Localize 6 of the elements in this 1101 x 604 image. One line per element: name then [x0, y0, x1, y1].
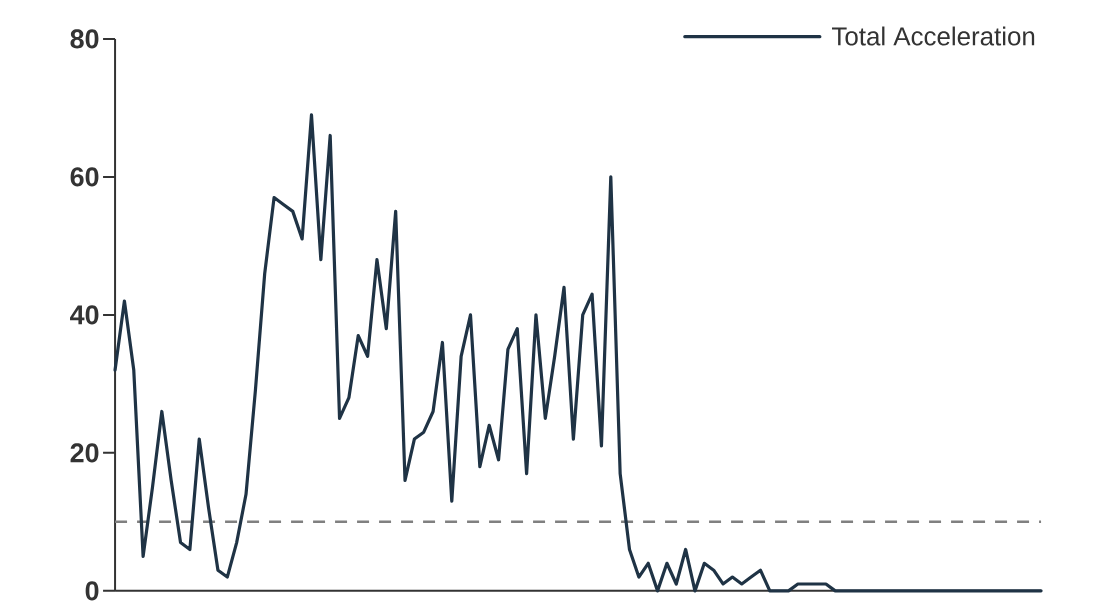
- y-tick-label: 20: [70, 443, 99, 463]
- y-tick-label: 40: [70, 305, 99, 325]
- text: Total Acceleration: [832, 26, 1035, 46]
- y-tick-label: 60: [70, 167, 99, 187]
- y-tick-label: 80: [70, 29, 99, 49]
- y-tick-label: 0: [85, 581, 99, 601]
